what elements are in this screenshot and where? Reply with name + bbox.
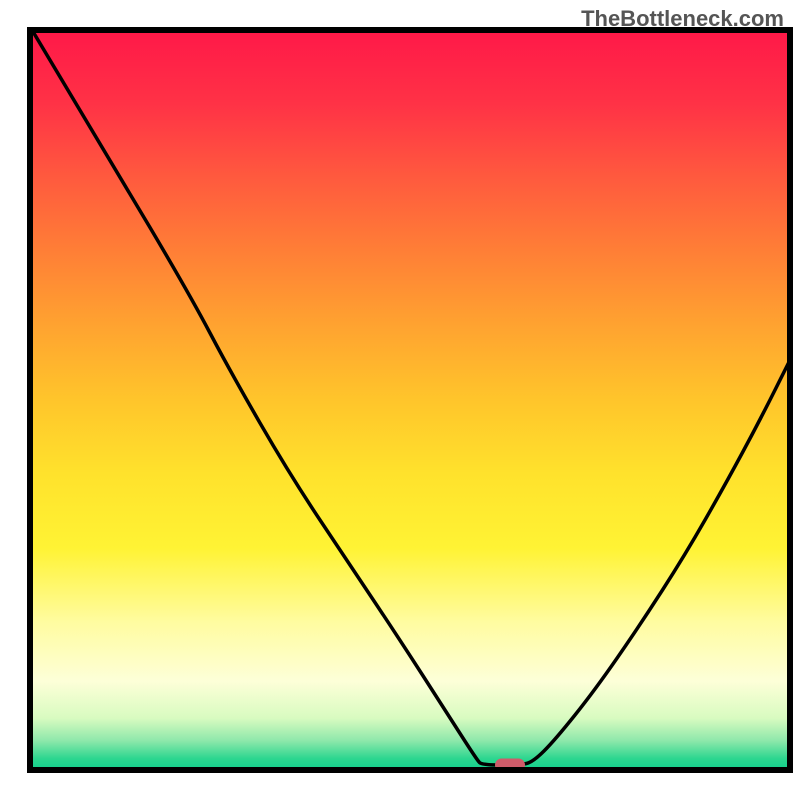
chart-background bbox=[30, 30, 790, 770]
bottleneck-chart bbox=[0, 0, 800, 800]
chart-container: TheBottleneck.com bbox=[0, 0, 800, 800]
watermark-text: TheBottleneck.com bbox=[581, 6, 784, 32]
